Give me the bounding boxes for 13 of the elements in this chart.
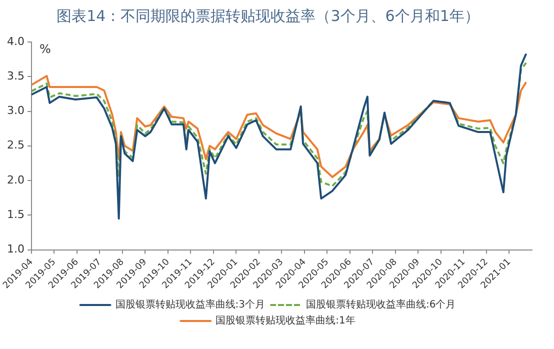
- y-tick-label: 1.0: [6, 242, 24, 256]
- legend-label: 国股银票转贴现收益率曲线:6个月: [306, 298, 456, 311]
- y-tick-label: 3.0: [6, 104, 24, 118]
- y-tick-label: 2.5: [6, 138, 24, 152]
- chart-title: 图表14：不同期限的票据转贴现收益率（3个月、6个月和1年）: [56, 6, 480, 25]
- y-tick-label: 1.5: [6, 208, 24, 222]
- legend-label: 国股银票转贴现收益率曲线:1年: [216, 314, 356, 327]
- y-tick-label: 3.5: [6, 69, 24, 82]
- legend-label: 国股银票转贴现收益率曲线:3个月: [115, 298, 266, 311]
- line-series: [31, 62, 528, 188]
- y-tick-label: 2.0: [6, 173, 24, 186]
- y-axis-title: %: [39, 42, 51, 56]
- y-tick-label: 4.0: [6, 34, 24, 48]
